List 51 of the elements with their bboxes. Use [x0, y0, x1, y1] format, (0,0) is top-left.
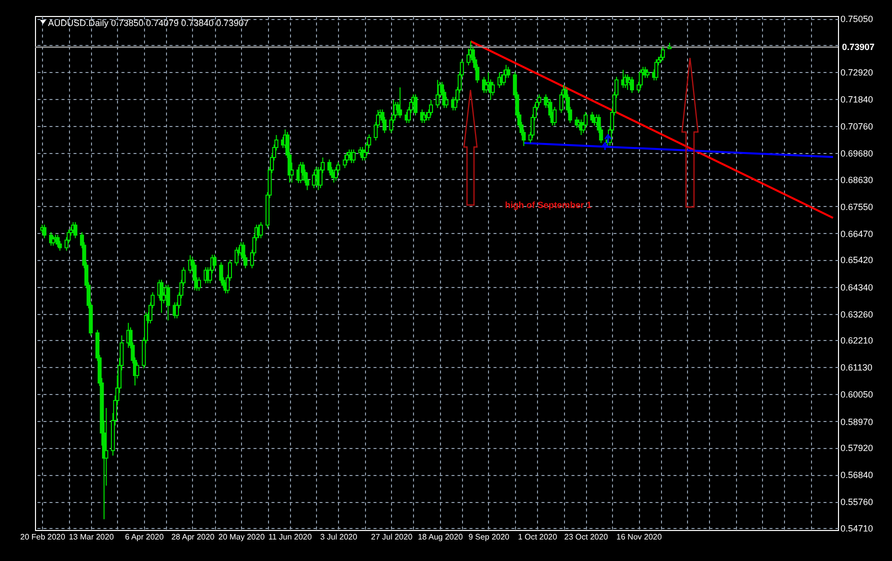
x-tick-label: 6 Apr 2020 — [124, 532, 164, 542]
y-tick-label: 0.66470 — [840, 228, 874, 239]
candlestick — [352, 149, 356, 164]
x-tick-label: 3 Jul 2020 — [320, 532, 358, 542]
candlestick — [73, 222, 78, 239]
x-tick-label: 13 Mar 2020 — [68, 532, 114, 542]
x-tick-label: 23 Oct 2020 — [564, 532, 608, 542]
candlestick — [590, 111, 594, 124]
ref-line-label: 0.73907 — [842, 42, 875, 52]
y-tick-label: 0.58970 — [840, 416, 874, 427]
y-tick-label: 0.75050 — [840, 14, 874, 24]
x-tick-label: 20 May 2020 — [218, 532, 266, 542]
candlestick — [345, 152, 350, 164]
y-tick-label: 0.56840 — [840, 470, 874, 480]
x-tick-label: 18 Aug 2020 — [418, 532, 464, 542]
candlestick — [559, 91, 564, 114]
y-tick-label: 0.55760 — [840, 497, 874, 508]
y-tick-label: 0.71840 — [840, 94, 874, 104]
y-tick-label: 0.60050 — [840, 390, 874, 400]
y-tick-label: 0.65420 — [840, 255, 874, 266]
candlestick — [490, 81, 495, 96]
y-tick-label: 0.64340 — [840, 282, 874, 292]
y-tick-label: 0.61130 — [840, 362, 872, 373]
candlestick — [654, 58, 658, 81]
x-tick-label: 27 Jul 2020 — [371, 532, 413, 542]
candlestick — [327, 159, 332, 174]
y-tick-label: 0.57920 — [840, 443, 874, 454]
candlestick — [660, 46, 665, 61]
y-tick-label: 0.72920 — [840, 67, 874, 78]
x-tick-label: 9 Sep 2020 — [468, 532, 510, 542]
x-tick-label: 16 Nov 2020 — [616, 532, 662, 542]
chart-title: AUDUSD.Daily 0.73850 0.74079 0.73840 0.73907 — [48, 18, 249, 28]
candlestick — [258, 222, 263, 239]
y-tick-label: 0.68630 — [840, 174, 874, 185]
candlestick — [502, 69, 506, 86]
y-tick-label: 0.54710 — [840, 523, 874, 534]
candlestick — [305, 172, 310, 191]
y-tick-label: 0.69680 — [840, 148, 874, 159]
y-tick-label: 0.67550 — [840, 202, 874, 212]
y-tick-label: 0.63260 — [840, 309, 874, 320]
annotation: high of September 1 — [505, 200, 592, 210]
x-tick-label: 20 Feb 2020 — [20, 532, 66, 542]
y-tick-label: 0.70760 — [840, 121, 874, 132]
y-tick-label: 0.62210 — [840, 336, 874, 346]
candlestick — [342, 154, 347, 169]
x-tick-label: 1 Oct 2020 — [518, 532, 558, 542]
candlestick — [506, 66, 510, 78]
candlestick — [552, 106, 557, 126]
candlestick — [436, 79, 440, 108]
x-tick-label: 28 Apr 2020 — [171, 532, 216, 542]
x-tick-label: 11 Jun 2020 — [268, 532, 312, 542]
